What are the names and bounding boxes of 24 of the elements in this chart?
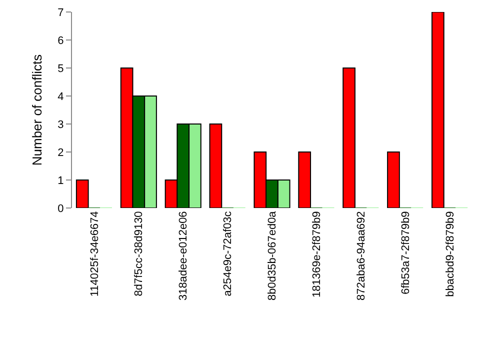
x-tick-label: 114025f-34e6674 — [88, 211, 101, 297]
y-tick-label: 4 — [58, 90, 64, 103]
bar — [342, 68, 356, 208]
y-axis-title: Number of conflicts — [30, 54, 45, 166]
x-tick-label: 872aba6-94aa692 — [355, 211, 368, 301]
x-tick-label: 8d7f5cc-38d9130 — [133, 211, 146, 296]
x-tick-label: 181369e-2f879b9 — [311, 211, 324, 298]
x-tick-label: 318adee-e012e06 — [178, 211, 190, 301]
y-tick-label: 7 — [58, 6, 64, 19]
y-tick-label: 3 — [58, 118, 64, 131]
x-tick-label: a254e9c-72af03c — [222, 210, 234, 296]
y-tick-label: 5 — [58, 62, 64, 75]
bar — [387, 152, 400, 208]
bar — [432, 12, 444, 208]
bar — [209, 124, 222, 208]
y-tick-label: 2 — [58, 146, 64, 159]
x-tick-label: 6fb53a7-2f879b9 — [400, 211, 412, 294]
x-tick-label: bbacbd9-2f879b9 — [444, 211, 456, 297]
y-tick-label: 1 — [58, 174, 64, 187]
y-tick-label: 0 — [58, 202, 64, 215]
bar — [298, 152, 312, 208]
y-tick-label: 6 — [58, 34, 64, 47]
bar — [76, 180, 89, 208]
x-tick-label: 8b0d35b-067ed0a — [266, 210, 279, 301]
